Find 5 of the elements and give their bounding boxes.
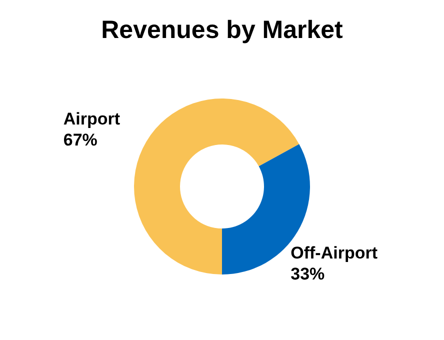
chart-title: Revenues by Market [101,16,344,44]
data-label: 33% [290,264,325,284]
slice-label: Airport [63,109,120,128]
data-label: 67% [63,130,98,150]
slice-label: Off-Airport [290,244,378,263]
